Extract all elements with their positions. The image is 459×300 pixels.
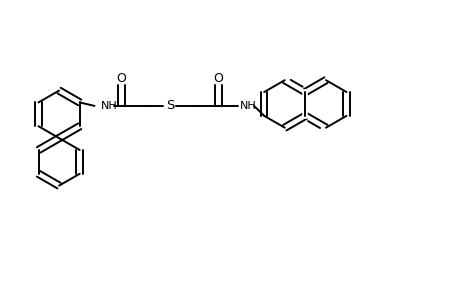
Text: O: O xyxy=(116,72,126,85)
Text: S: S xyxy=(165,99,174,112)
Text: NH: NH xyxy=(100,101,117,111)
Text: O: O xyxy=(213,72,223,85)
Text: NH: NH xyxy=(240,101,257,111)
